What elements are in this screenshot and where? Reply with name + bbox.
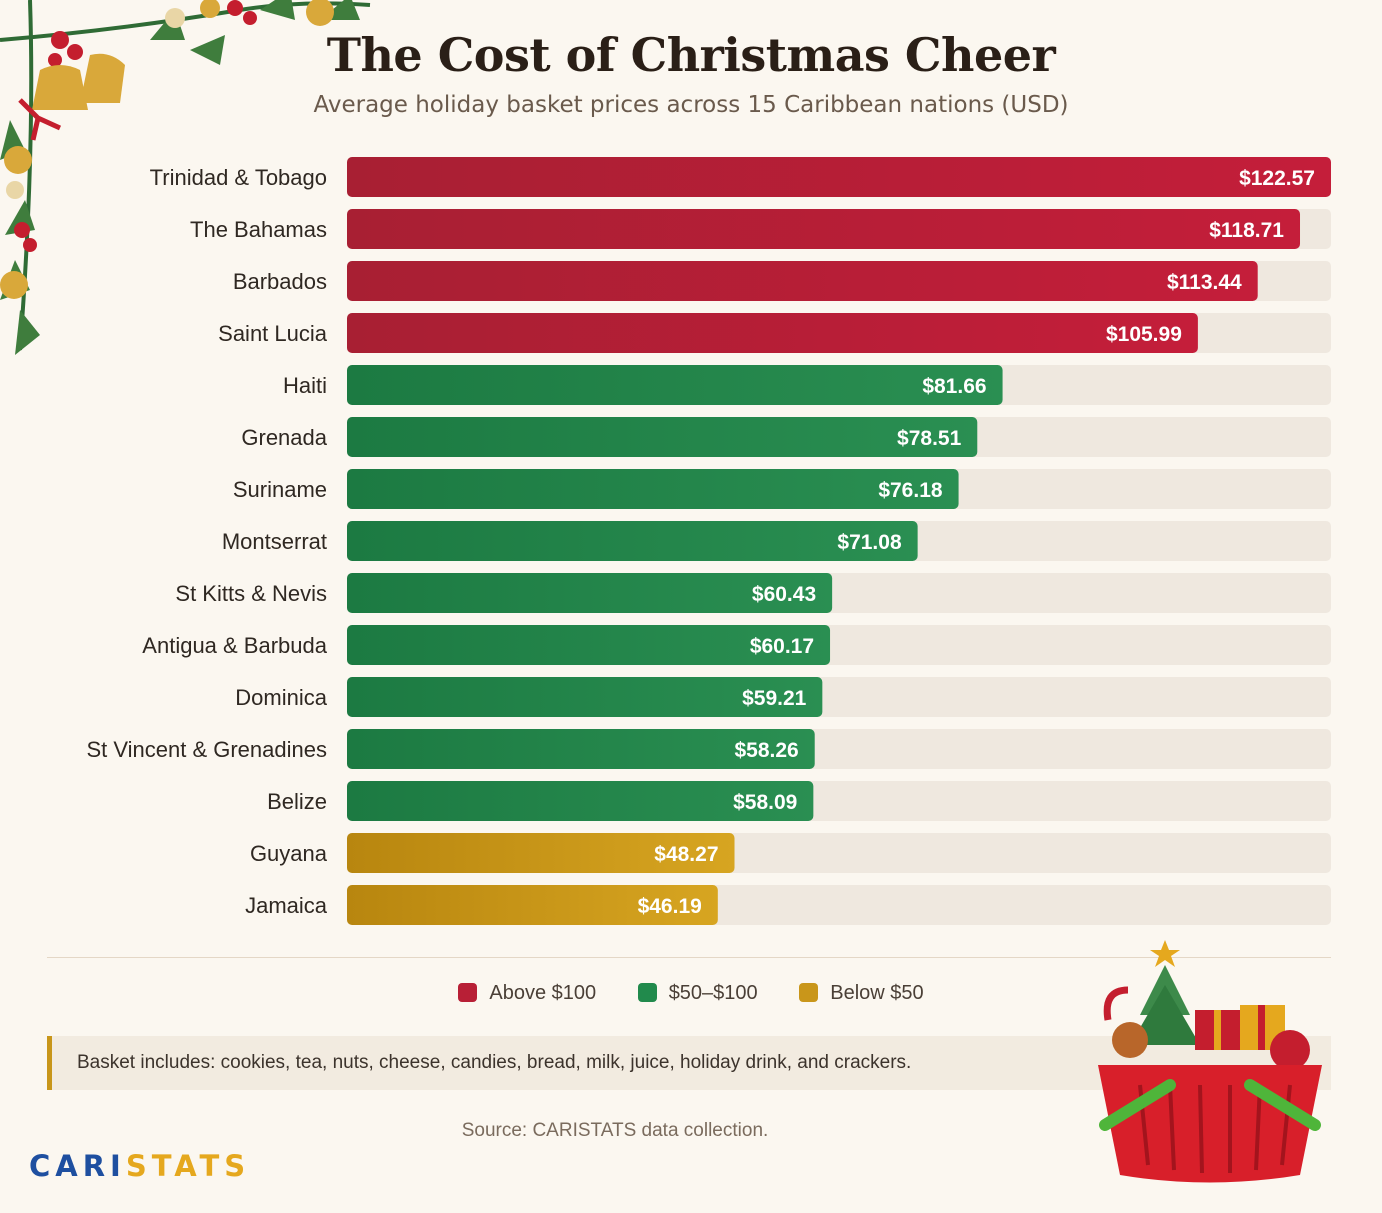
legend-swatch-mid [637, 983, 657, 1002]
value-label: $81.66 [922, 375, 986, 398]
holly-garland-icon [0, 0, 371, 355]
brand-part2: STATS [125, 1149, 251, 1183]
category-label: Dominica [235, 685, 327, 710]
value-label: $113.44 [1167, 271, 1242, 294]
category-label: Belize [267, 789, 327, 814]
christmas-basket-icon [1098, 940, 1322, 1183]
category-label: The Bahamas [190, 217, 327, 242]
bar-10 [347, 625, 831, 665]
value-label: $60.17 [750, 635, 814, 658]
legend: Above $100 $50–$100 Below $50 [0, 982, 1382, 1005]
legend-item-below: Below $50 [799, 982, 924, 1005]
legend-item-mid: $50–$100 [637, 982, 758, 1005]
source-text: Source: CARISTATS data collection. [461, 1120, 769, 1141]
bar-6 [347, 417, 978, 457]
category-label: Grenada [241, 425, 327, 450]
value-label: $46.19 [638, 895, 702, 918]
legend-swatch-above [458, 983, 478, 1002]
value-label: $71.08 [837, 531, 902, 554]
category-label: Barbados [233, 269, 327, 294]
bar-3 [347, 261, 1258, 301]
bar-8 [347, 521, 918, 561]
legend-item-above: Above $100 [458, 982, 596, 1005]
value-label: $105.99 [1106, 323, 1182, 346]
legend-label-above: Above $100 [489, 982, 597, 1004]
bar-7 [347, 469, 959, 509]
value-label: $58.26 [734, 739, 798, 762]
bar-9 [347, 573, 833, 613]
category-label: Saint Lucia [218, 321, 328, 346]
category-label: Trinidad & Tobago [150, 165, 327, 190]
category-label: Haiti [283, 373, 327, 398]
value-label: $78.51 [897, 427, 962, 450]
category-label: Suriname [233, 477, 327, 502]
bar-12 [347, 729, 815, 769]
bar-11 [347, 677, 823, 717]
legend-label-below: Below $50 [830, 982, 924, 1004]
bar-14 [347, 833, 735, 873]
legend-swatch-below [799, 983, 819, 1002]
bar-chart: Trinidad & Tobago $122.57 The Bahamas $118.… [86, 157, 1331, 925]
brand-logo: CARISTATS [29, 1149, 250, 1183]
value-label: $76.18 [878, 479, 943, 502]
value-label: $59.21 [742, 687, 807, 710]
legend-label-mid: $50–$100 [668, 982, 758, 1004]
bar-4 [347, 313, 1198, 353]
page-title: The Cost of Christmas Cheer [326, 28, 1056, 82]
category-label: St Kitts & Nevis [175, 581, 327, 606]
bar-2 [347, 209, 1301, 249]
value-label: $48.27 [654, 843, 718, 866]
brand-part1: CARI [29, 1149, 126, 1183]
category-label: St Vincent & Grenadines [86, 737, 327, 762]
bar-5 [347, 365, 1003, 405]
category-label: Guyana [250, 841, 328, 866]
category-label: Jamaica [245, 893, 328, 918]
bar-15 [347, 885, 718, 925]
category-label: Antigua & Barbuda [142, 633, 327, 658]
bar-1 [347, 157, 1331, 197]
bar-13 [347, 781, 814, 821]
category-label: Montserrat [222, 529, 327, 554]
value-label: $60.43 [752, 583, 816, 606]
value-label: $118.71 [1209, 219, 1284, 242]
value-label: $122.57 [1239, 167, 1315, 190]
page-subtitle: Average holiday basket prices across 15 … [313, 92, 1069, 118]
value-label: $58.09 [733, 791, 797, 814]
divider [47, 957, 1331, 958]
